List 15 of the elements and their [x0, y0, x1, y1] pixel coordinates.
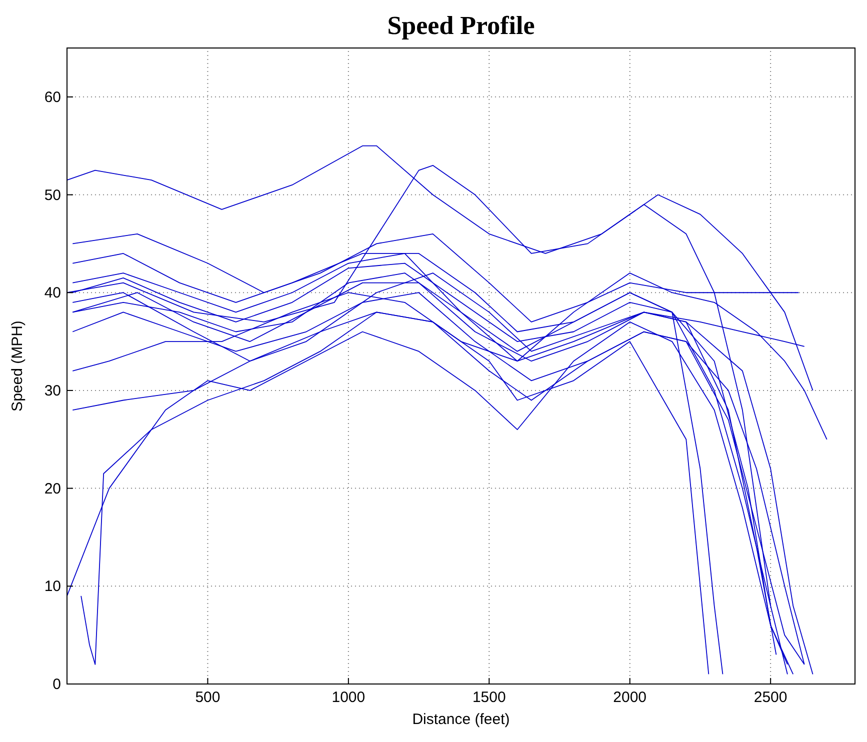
x-axis-title: Distance (feet)	[412, 711, 510, 728]
y-tick-label: 30	[44, 382, 61, 400]
x-tick-label: 2000	[613, 689, 647, 706]
y-tick-label: 0	[52, 676, 61, 693]
y-tick-label: 40	[44, 284, 61, 302]
x-tick-label: 1500	[472, 689, 506, 706]
y-tick-label: 50	[44, 186, 61, 204]
chart-title: Speed Profile	[387, 11, 535, 40]
y-tick-label: 20	[44, 480, 61, 498]
y-tick-label: 60	[44, 88, 61, 106]
x-tick-label: 1000	[332, 689, 366, 706]
y-axis-title: Speed (MPH)	[9, 320, 26, 412]
y-tick-label: 10	[44, 578, 61, 596]
x-tick-label: 500	[195, 689, 220, 706]
x-tick-label: 2500	[754, 689, 788, 706]
